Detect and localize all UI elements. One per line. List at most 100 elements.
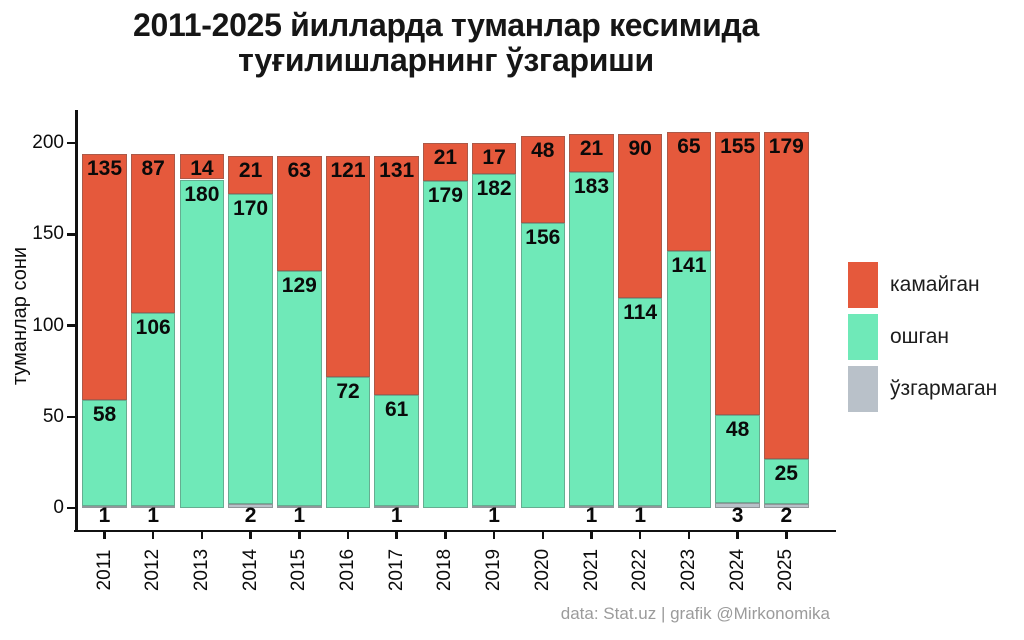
value-label-2024-decreased: 155 — [720, 135, 756, 159]
value-label-2011-decreased: 135 — [86, 156, 123, 180]
value-label-2012-decreased: 87 — [141, 156, 165, 180]
value-label-2025-increased: 25 — [774, 461, 798, 485]
value-label-2013-increased: 180 — [184, 182, 220, 206]
value-label-2015-decreased: 63 — [287, 158, 311, 182]
bar-segment-2022-increased — [617, 298, 663, 507]
value-label-2018-increased: 179 — [427, 184, 463, 208]
x-axis-label-2013: 2013 — [190, 548, 212, 592]
y-tick — [67, 415, 75, 418]
value-label-2016-increased: 72 — [336, 379, 360, 403]
y-tick-label: 150 — [32, 223, 64, 245]
x-axis-label-2017: 2017 — [385, 548, 407, 592]
bar-segment-2021-increased — [569, 172, 614, 507]
legend-label-unchanged: ўзгармаган — [890, 377, 998, 400]
value-label-2021-unchanged: 1 — [585, 504, 598, 527]
value-label-2024-increased: 48 — [725, 417, 750, 441]
bar-segment-2025-increased — [764, 458, 809, 505]
chart-title: 2011-2025 йилларда туманлар кесимида туғ… — [0, 8, 892, 78]
legend-swatch-unchanged — [848, 366, 878, 412]
legend-item-increased: ошган — [848, 314, 997, 360]
x-axis-label-2024: 2024 — [726, 548, 748, 592]
bar-segment-2014-increased — [228, 194, 273, 505]
legend: камайган ошган ўзгармаган — [848, 262, 997, 418]
bar-segment-2018-decreased — [423, 143, 468, 182]
y-tick — [67, 506, 75, 510]
value-label-2021-decreased: 21 — [579, 136, 604, 160]
bar-segment-2011-increased — [82, 400, 127, 507]
x-tick — [444, 532, 447, 539]
x-tick — [103, 532, 106, 539]
x-tick — [736, 532, 739, 539]
x-tick — [346, 532, 350, 539]
chart-title-line2: туғилишларнинг ўзгариши — [238, 42, 654, 78]
value-label-2020-increased: 156 — [525, 226, 561, 250]
bar-segment-2022-decreased — [617, 133, 663, 299]
legend-item-decreased: камайган — [848, 262, 997, 308]
value-label-2012-unchanged: 1 — [147, 504, 160, 527]
bar-segment-2012-increased — [130, 312, 176, 507]
x-tick — [249, 532, 252, 539]
bar-segment-2011-unchanged — [82, 506, 127, 508]
bar-segment-2020-decreased — [520, 135, 566, 224]
x-tick — [541, 532, 545, 539]
legend-label-increased: ошган — [890, 325, 950, 348]
x-axis-label-2025: 2025 — [775, 548, 797, 592]
bar-segment-2023-decreased — [666, 132, 712, 251]
x-tick — [492, 532, 496, 539]
x-tick — [687, 532, 691, 539]
x-tick — [590, 532, 593, 539]
value-label-2022-unchanged: 1 — [634, 504, 647, 527]
value-label-2024-unchanged: 3 — [731, 504, 744, 527]
bar-segment-2017-increased — [374, 394, 419, 507]
value-label-2022-decreased: 90 — [628, 136, 652, 160]
x-axis-line — [74, 529, 836, 532]
y-tick-label: 50 — [42, 405, 64, 427]
x-tick — [395, 532, 398, 539]
x-tick — [638, 532, 642, 539]
y-tick — [67, 233, 75, 236]
bar-segment-2024-unchanged — [715, 502, 760, 508]
legend-swatch-decreased — [848, 262, 878, 308]
value-label-2017-increased: 61 — [385, 397, 409, 421]
bar-segment-2017-decreased — [374, 155, 419, 395]
bar-segment-2016-decreased — [325, 155, 371, 377]
value-label-2025-unchanged: 2 — [780, 504, 793, 527]
value-label-2016-decreased: 121 — [330, 158, 366, 182]
value-label-2020-decreased: 48 — [531, 138, 555, 162]
value-label-2018-decreased: 21 — [433, 146, 458, 169]
value-label-2014-increased: 170 — [233, 197, 269, 221]
x-tick — [151, 532, 155, 539]
value-label-2011-unchanged: 1 — [98, 504, 111, 527]
bar-segment-2018-increased — [423, 181, 468, 508]
y-tick-label: 200 — [32, 132, 64, 153]
bar-segment-2015-unchanged — [277, 506, 322, 508]
x-axis-label-2014: 2014 — [239, 548, 261, 592]
bar-segment-2017-unchanged — [374, 506, 419, 508]
bar-segment-2015-increased — [277, 270, 322, 507]
bar-segment-2013-increased — [179, 179, 225, 508]
bar-segment-2025-unchanged — [764, 504, 809, 508]
value-label-2017-unchanged: 1 — [390, 504, 403, 527]
y-axis-line — [75, 110, 78, 532]
x-axis-label-2018: 2018 — [434, 548, 456, 592]
source-credit: data: Stat.uz | grafik @Mirkonomika — [560, 604, 830, 623]
value-label-2014-unchanged: 2 — [244, 504, 257, 527]
legend-swatch-increased — [848, 314, 878, 360]
bar-segment-2025-decreased — [764, 132, 809, 459]
bar-segment-2024-decreased — [715, 132, 760, 415]
bar-segment-2015-decreased — [277, 155, 322, 271]
bar-segment-2019-unchanged — [471, 506, 517, 508]
bar-segment-2022-unchanged — [617, 506, 663, 508]
value-label-2015-unchanged: 1 — [293, 504, 306, 527]
bar-segment-2019-increased — [471, 174, 517, 507]
value-label-2011-increased: 58 — [92, 403, 117, 427]
value-label-2014-decreased: 21 — [238, 158, 263, 182]
x-axis-label-2012: 2012 — [142, 548, 164, 592]
x-axis-label-2015: 2015 — [288, 548, 310, 592]
x-axis-label-2020: 2020 — [531, 548, 553, 592]
bar-segment-2012-decreased — [130, 153, 176, 313]
x-axis-label-2019: 2019 — [483, 548, 505, 592]
bar-segment-2016-increased — [325, 376, 371, 508]
bar-segment-2024-increased — [715, 414, 760, 503]
